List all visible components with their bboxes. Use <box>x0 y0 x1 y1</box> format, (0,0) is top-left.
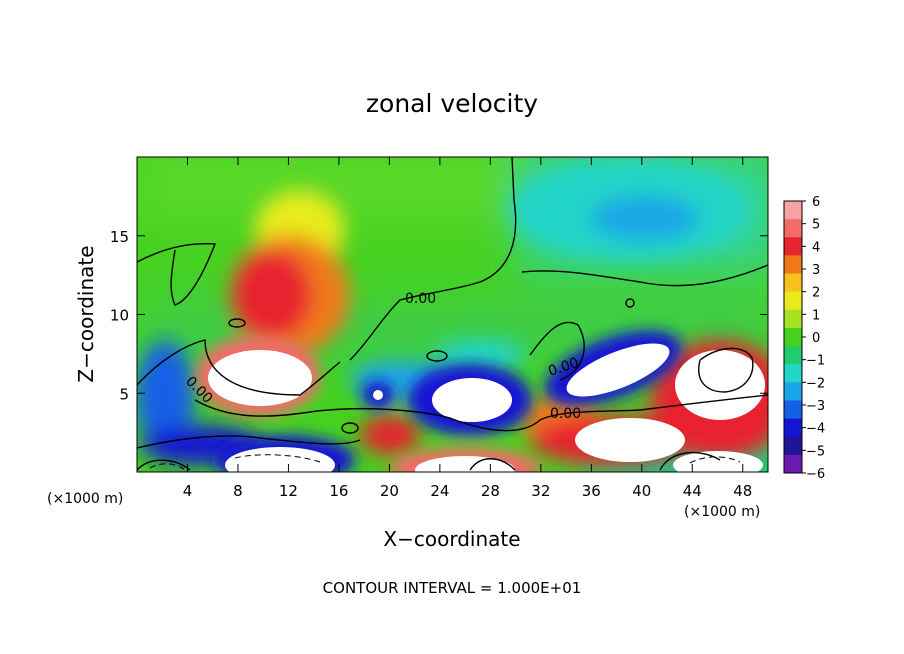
chart-title: zonal velocity <box>366 89 538 118</box>
x-tick-label: 24 <box>430 482 449 500</box>
colorbar-tick-label: 2 <box>812 286 820 301</box>
colorbar-tick-label: 0 <box>812 331 820 346</box>
x-tick-label: 28 <box>481 482 500 500</box>
contour-dashed <box>149 454 741 471</box>
x-tick-label: 36 <box>582 482 601 500</box>
colorbar-tick-label: −3 <box>806 399 825 414</box>
y-axis: 5 10 15 <box>110 228 768 403</box>
saturated-cores <box>208 343 765 472</box>
colorbar-tick-label: 1 <box>812 308 820 323</box>
colorbar-tick-label: 3 <box>812 263 820 278</box>
x-tick-label: 20 <box>380 482 399 500</box>
x-unit-left: (×1000 m) <box>47 491 123 507</box>
contour-label-3: 0.00 <box>550 406 581 422</box>
y-axis-label: Z−coordinate <box>74 245 98 382</box>
y-tick-label: 10 <box>110 307 129 325</box>
colorbar: 6 5 4 3 2 1 0 −1 −2 −3 −4 −5 −6 <box>783 195 825 482</box>
colorbar-swatch <box>784 436 802 456</box>
x-tick-label: 48 <box>733 482 752 500</box>
colorbar-tick-label: −5 <box>806 444 825 459</box>
x-axis-label: X−coordinate <box>383 527 520 551</box>
colorbar-tick-label: 5 <box>812 218 820 233</box>
x-tick-label: 40 <box>632 482 651 500</box>
colorbar-swatch <box>784 327 802 347</box>
colorbar-swatch <box>784 201 802 220</box>
x-axis: 4 8 12 16 20 24 28 32 36 40 44 48 <box>183 157 752 500</box>
x-unit-right: (×1000 m) <box>684 504 760 520</box>
colorbar-swatch <box>784 382 802 401</box>
colorbar-tick-label: 4 <box>812 240 820 255</box>
colorbar-swatch <box>784 273 802 293</box>
x-tick-label: 4 <box>183 482 193 500</box>
y-tick-label: 15 <box>110 228 129 246</box>
colorbar-swatch <box>784 255 802 275</box>
x-tick-label: 44 <box>683 482 702 500</box>
colorbar-swatch <box>784 364 802 383</box>
x-tick-label: 12 <box>279 482 298 500</box>
colorbar-swatch <box>784 309 802 329</box>
colorbar-swatch <box>784 400 802 420</box>
colorbar-tick-label: −1 <box>806 354 825 369</box>
colorbar-swatch <box>784 219 802 238</box>
colorbar-swatch <box>784 454 802 474</box>
colorbar-swatch <box>784 237 802 256</box>
x-tick-label: 32 <box>531 482 550 500</box>
colorbar-swatch <box>784 346 802 365</box>
colorbar-tick-label: −6 <box>806 467 825 482</box>
heatmap-field <box>137 157 768 472</box>
contour-lines <box>137 157 768 471</box>
y-tick-label: 5 <box>119 385 129 403</box>
x-tick-label: 8 <box>233 482 243 500</box>
colorbar-swatch <box>784 418 802 438</box>
x-tick-label: 16 <box>329 482 348 500</box>
colorbar-tick-label: −4 <box>806 422 825 437</box>
contour-label-1: 0.00 <box>405 291 436 307</box>
contour-interval-footer: CONTOUR INTERVAL = 1.000E+01 <box>323 579 582 597</box>
colorbar-tick-label: −2 <box>806 376 825 391</box>
colorbar-swatch <box>784 291 802 311</box>
colorbar-tick-label: 6 <box>812 195 820 210</box>
